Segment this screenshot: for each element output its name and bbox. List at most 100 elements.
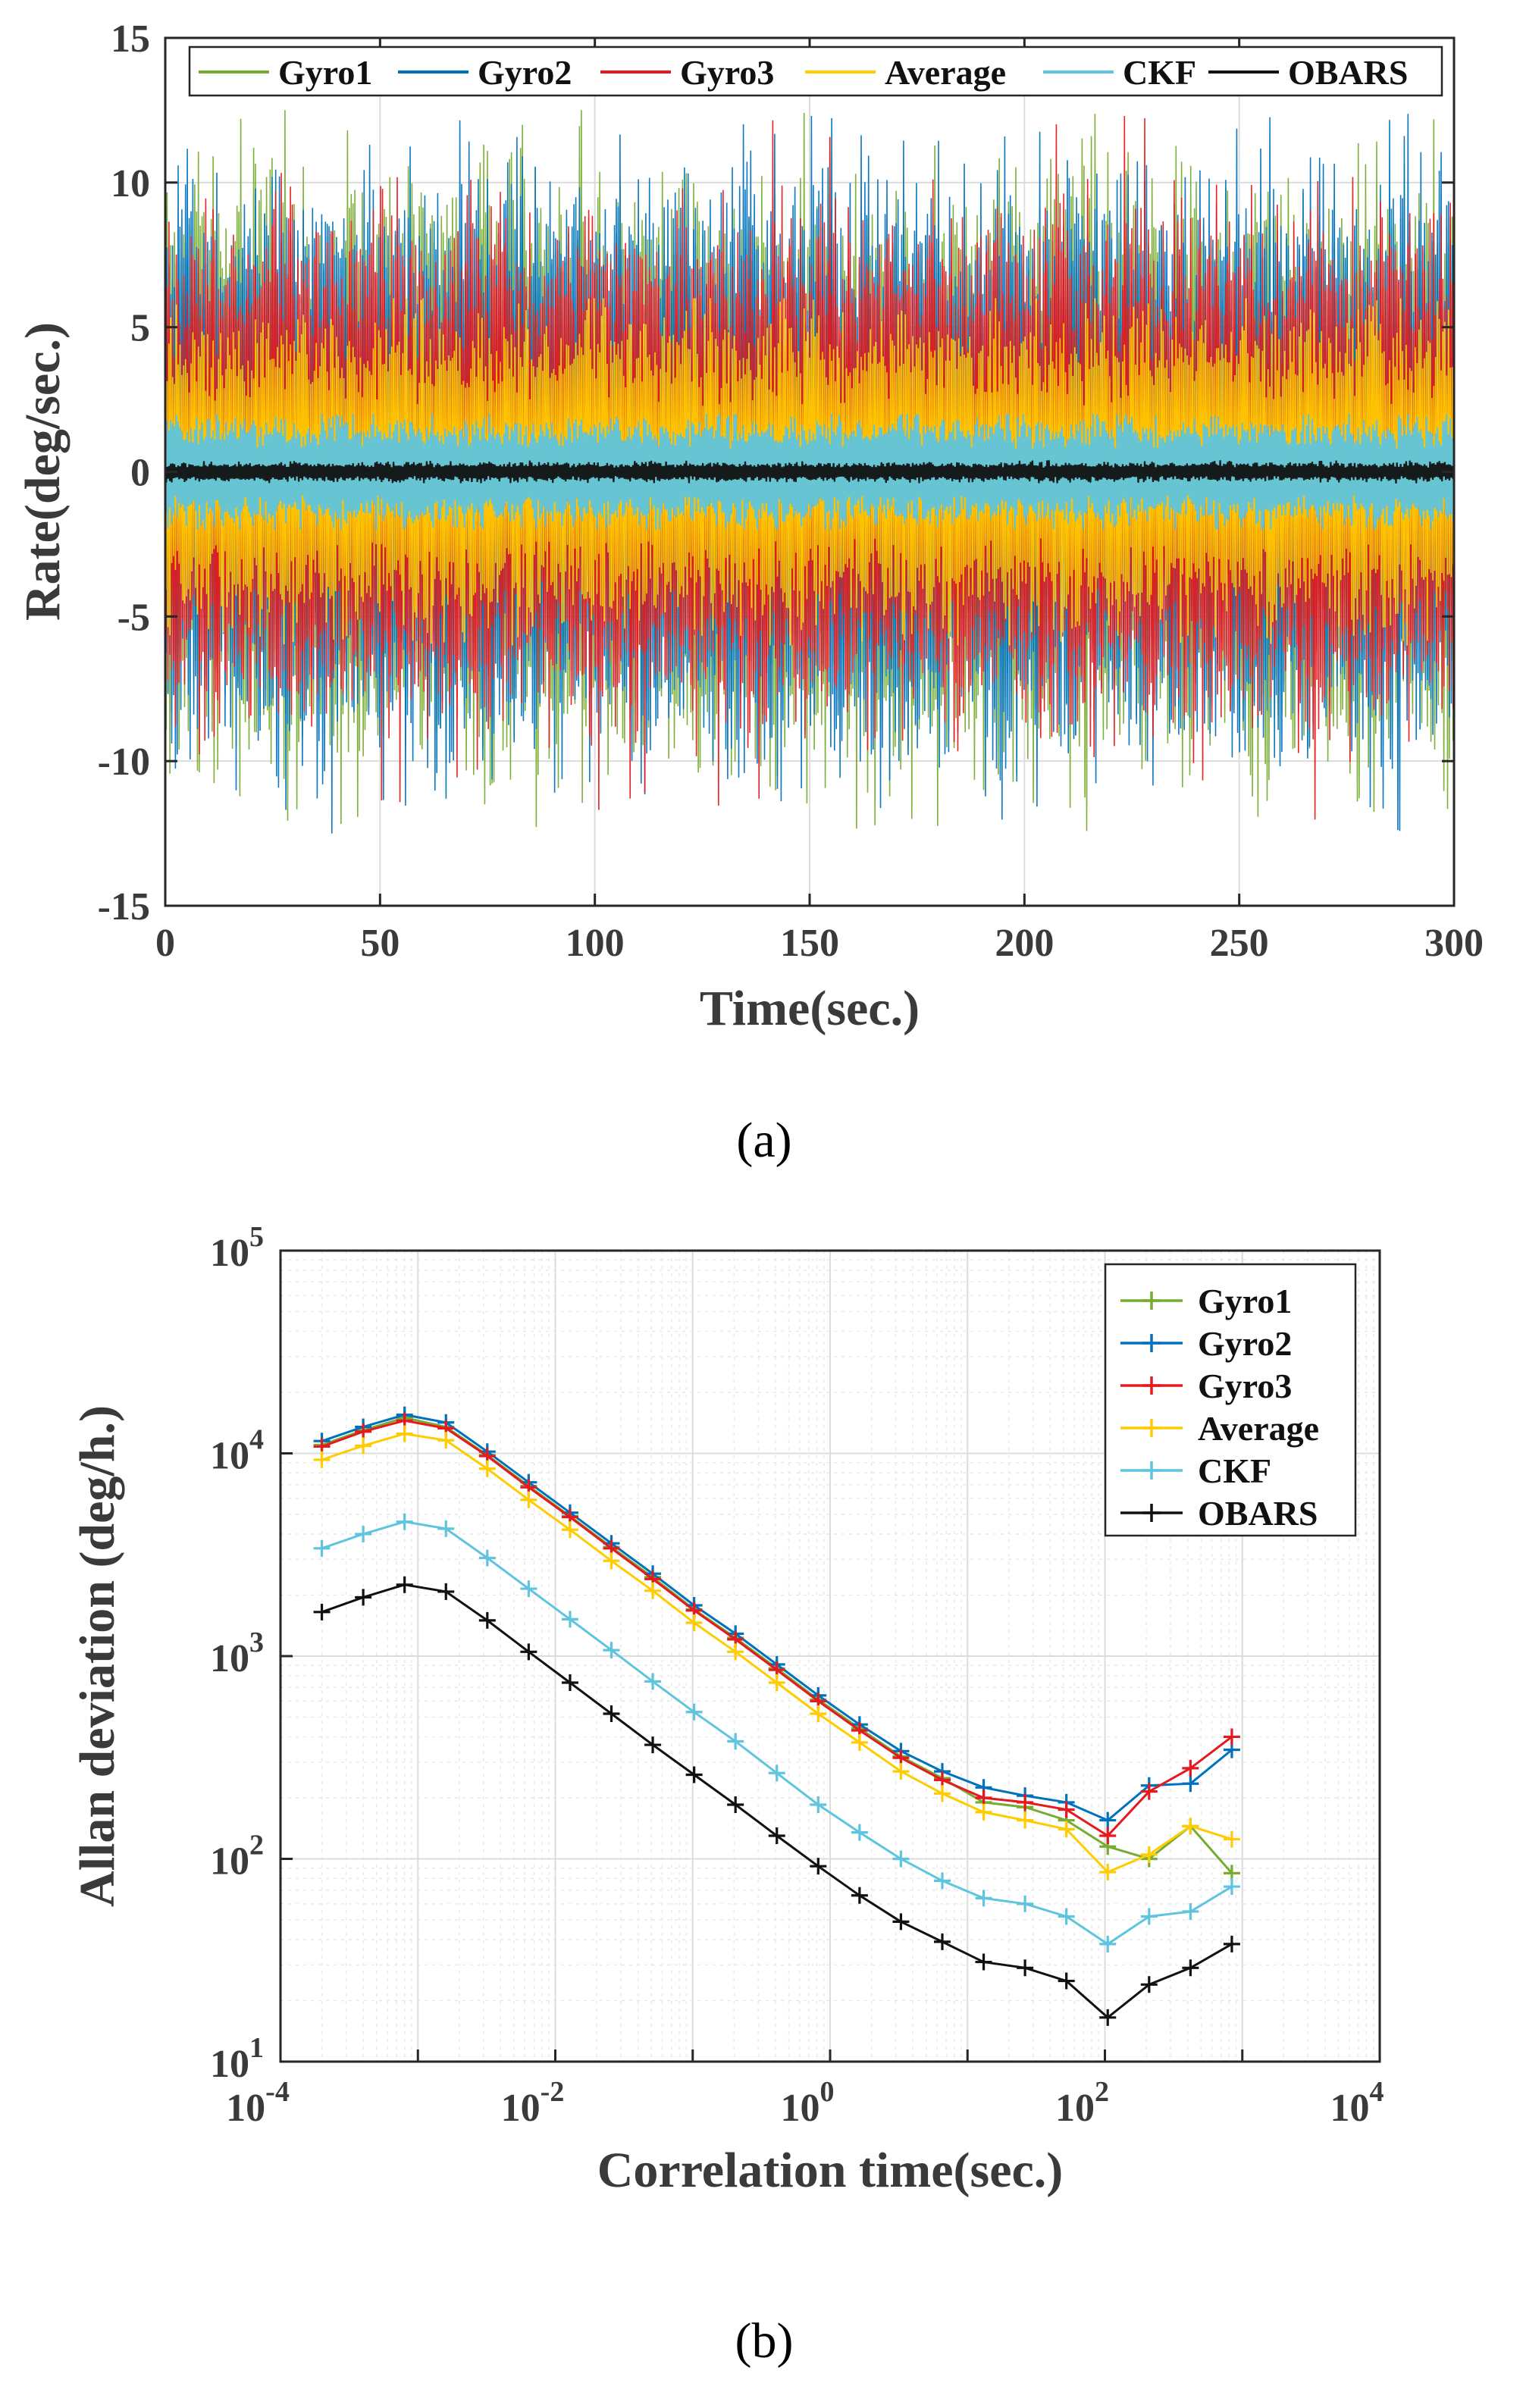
panel-b-point-ckf [396, 1513, 413, 1530]
panel-b-point-average [727, 1643, 744, 1661]
panel-b-legend-label-ckf: CKF [1198, 1451, 1271, 1490]
panel-a-series-ckf [164, 414, 1456, 530]
panel-a-x-tick-labels: 0 50 100 150 200 250 300 [155, 922, 1484, 965]
panel-b-point-ckf [1058, 1908, 1075, 1925]
panel-b-point-average [1182, 1818, 1199, 1835]
panel-a-x-tick-label: 50 [360, 922, 400, 965]
panel-b-point-average [768, 1674, 785, 1691]
panel-a-y-tick-label: -10 [98, 741, 150, 784]
panel-b-y-tick-label: 101 [210, 2032, 264, 2086]
panel-b-legend-row-obars: OBARS [1120, 1494, 1318, 1533]
panel-b-y-tick-labels: 101 102 103 104 105 [210, 1221, 264, 2086]
panel-b-point-obars [975, 1953, 992, 1971]
panel-b-point-ckf [851, 1824, 868, 1841]
panel-b-legend-row-gyro3: Gyro3 [1120, 1367, 1292, 1405]
panel-b-legend-marker-ckf [1142, 1461, 1161, 1480]
panel-b-point-ckf [685, 1703, 703, 1721]
panel-b-legend-marker-gyro3 [1142, 1376, 1161, 1395]
panel-b-point-obars [520, 1643, 537, 1661]
panel-b-x-tick-label: 102 [1055, 2076, 1109, 2130]
panel-b-point-ckf [768, 1765, 785, 1782]
panel-b-point-average [437, 1432, 455, 1449]
panel-b-point-obars [933, 1933, 951, 1950]
panel-b-legend-row-gyro2: Gyro2 [1120, 1324, 1292, 1363]
panel-b-series-average [313, 1425, 1240, 1881]
panel-b-point-ckf [355, 1525, 372, 1542]
panel-b-point-average [644, 1582, 662, 1599]
panel-b-point-ckf [644, 1673, 662, 1690]
panel-b-legend-row-gyro1: Gyro1 [1120, 1282, 1292, 1320]
panel-b-point-gyro3 [975, 1789, 992, 1806]
panel-b-point-average [685, 1614, 703, 1632]
panel-b-legend-marker-average [1142, 1419, 1161, 1437]
panel-b-point-ckf [1099, 1935, 1117, 1952]
panel-b-point-gyro2 [1182, 1775, 1199, 1793]
panel-a-y-tick-label: 10 [111, 162, 150, 205]
panel-b-point-average [396, 1425, 413, 1442]
panel-b-legend-marker-gyro2 [1142, 1334, 1161, 1352]
panel-b-point-ckf [1140, 1908, 1158, 1925]
panel-b-x-tick-label: 10-4 [226, 2076, 290, 2130]
panel-b-legend-label-gyro2: Gyro2 [1198, 1324, 1292, 1363]
panel-b-point-gyro3 [1099, 1827, 1117, 1845]
panel-b-point-obars [1223, 1935, 1240, 1952]
panel-b-point-ckf [933, 1872, 951, 1890]
panel-b-point-ckf [437, 1520, 455, 1537]
panel-b-point-average [355, 1437, 372, 1455]
panel-b-legend-row-average: Average [1120, 1409, 1319, 1448]
panel-a-y-tick-label: -5 [118, 596, 150, 639]
panel-b-point-average [1017, 1811, 1034, 1829]
panel-b-series-ckf [313, 1513, 1240, 1952]
panel-b-point-average [933, 1785, 951, 1802]
panel-a-x-tick-label: 0 [155, 922, 175, 965]
panel-b-point-ckf [313, 1539, 331, 1557]
panel-b-point-average [313, 1451, 331, 1468]
panel-b-point-average [603, 1552, 620, 1570]
panel-a-legend-label-gyro1: Gyro1 [278, 53, 372, 92]
panel-a-legend: Gyro1 Gyro2 Gyro3 Average CKF OBARS [188, 45, 1443, 97]
panel-b-point-obars [561, 1674, 578, 1691]
panel-b-legend-label-gyro1: Gyro1 [1198, 1282, 1292, 1320]
panel-a-legend-label-average: Average [885, 53, 1006, 92]
panel-a-x-tick-label: 150 [780, 922, 839, 965]
panel-b-point-obars [603, 1705, 620, 1722]
panel-b-point-gyro3 [1058, 1801, 1075, 1818]
panel-b-point-obars [355, 1589, 372, 1606]
panel-b-point-obars [1017, 1959, 1034, 1977]
panel-a-ticks [164, 36, 1456, 907]
panel-b-point-obars [644, 1736, 662, 1754]
panel-b-y-tick-label: 103 [210, 1627, 264, 1680]
panel-b-point-average [892, 1763, 910, 1780]
panel-b-point-average [561, 1521, 578, 1539]
panel-b-y-tick-label: 102 [210, 1830, 264, 1884]
panel-b-legend-label-obars: OBARS [1198, 1494, 1318, 1533]
panel-b-grid [280, 1250, 1380, 2062]
panel-b-point-gyro3 [355, 1423, 372, 1440]
panel-a-time-series-chart: 0 50 100 150 200 250 300 -15 -10 -5 0 5 10 15 Time(s… [15, 17, 1484, 1036]
panel-b-x-tick-label: 104 [1330, 2076, 1384, 2130]
panel-a-y-tick-label: 0 [130, 452, 150, 495]
panel-b-point-ckf [892, 1850, 910, 1868]
panel-b-point-average [810, 1705, 827, 1722]
panel-a-x-tick-label: 300 [1424, 922, 1484, 965]
panel-b-point-obars [768, 1827, 785, 1845]
panel-b-point-obars [892, 1913, 910, 1930]
panel-b-x-tick-label: 100 [781, 2076, 835, 2130]
panel-b-point-ckf [975, 1890, 992, 1907]
panel-b-legend-label-gyro3: Gyro3 [1198, 1367, 1292, 1405]
panel-b-allan-deviation-chart: 10-4 10-2 100 102 104 101 102 103 104 105 Correl… [70, 1221, 1384, 2198]
panel-b-point-obars [437, 1583, 455, 1600]
panel-b-point-obars [685, 1766, 703, 1783]
panel-b-point-average [851, 1733, 868, 1751]
panel-a-y-tick-label: 15 [111, 17, 150, 61]
panel-b-point-ckf [603, 1642, 620, 1659]
panel-b-legend-marker-gyro1 [1142, 1292, 1161, 1310]
panel-b-y-tick-label: 105 [210, 1221, 264, 1275]
panel-b-point-average [1099, 1864, 1117, 1881]
panel-b-x-tick-labels: 10-4 10-2 100 102 104 [226, 2076, 1384, 2130]
panel-b-point-ckf [561, 1611, 578, 1628]
panel-b-point-obars [727, 1796, 744, 1814]
caption-a: (a) [736, 1113, 791, 1168]
panel-a-x-tick-label: 100 [566, 922, 625, 965]
